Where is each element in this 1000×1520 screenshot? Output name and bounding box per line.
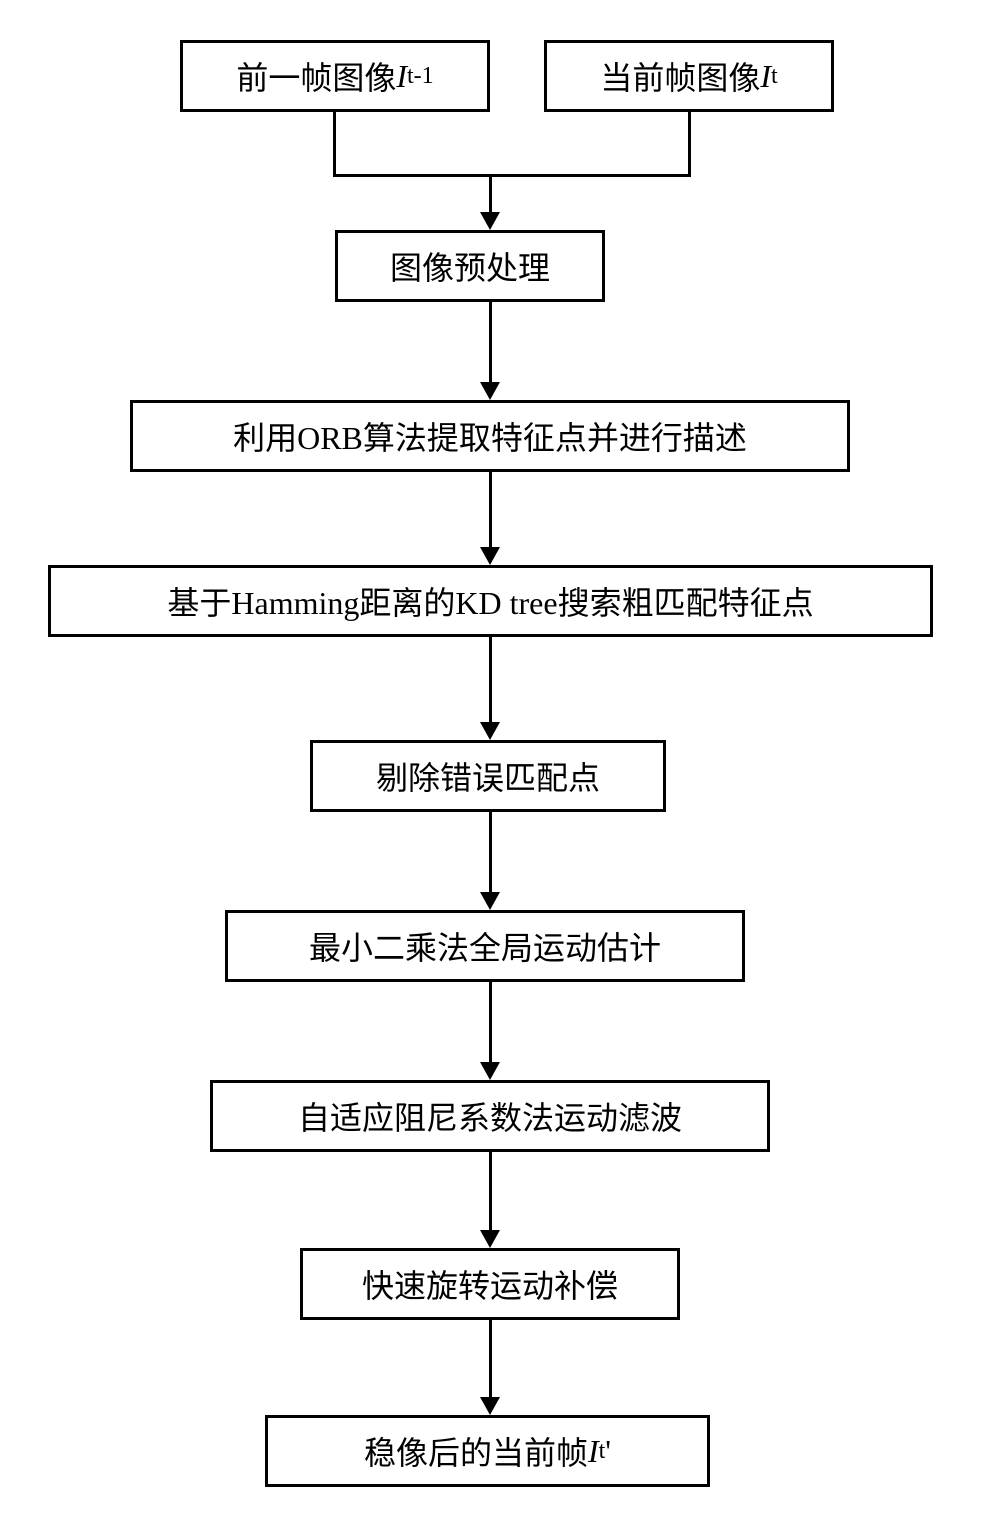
edge-line [489,982,492,1064]
node-label: 利用ORB算法提取特征点并进行描述 [233,413,747,459]
edge-line [489,637,492,724]
arrow-head-icon [480,892,500,910]
node-label: 剔除错误匹配点 [376,753,600,799]
node-kdtree: 基于Hamming距离的KD tree搜索粗匹配特征点 [48,565,933,637]
edge-line [489,302,492,384]
edge-line [489,174,691,177]
node-var: I [396,58,407,95]
node-orb: 利用ORB算法提取特征点并进行描述 [130,400,850,472]
edge-line [489,1320,492,1399]
arrow-head-icon [480,382,500,400]
edge-line [489,812,492,894]
flowchart-container: 前一帧图像It-1 当前帧图像It 图像预处理 利用ORB算法提取特征点并进行描… [0,0,1000,1520]
arrow-head-icon [480,1397,500,1415]
node-var: I [760,58,771,95]
arrow-head-icon [480,722,500,740]
node-label: 当前帧图像 [600,53,760,99]
node-sub: t [599,1438,606,1465]
node-sub: t [771,63,778,90]
edge-line [688,112,691,177]
node-label: 前一帧图像 [236,53,396,99]
edge-line [489,1152,492,1232]
node-compensate: 快速旋转运动补偿 [300,1248,680,1320]
node-lsq: 最小二乘法全局运动估计 [225,910,745,982]
node-remove: 剔除错误匹配点 [310,740,666,812]
node-output: 稳像后的当前帧It' [265,1415,710,1487]
node-sub: t-1 [407,63,434,90]
edge-line [333,174,492,177]
arrow-head-icon [480,1230,500,1248]
node-label: 快速旋转运动补偿 [362,1261,618,1307]
node-label: 图像预处理 [390,243,550,289]
node-damping: 自适应阻尼系数法运动滤波 [210,1080,770,1152]
arrow-head-icon [480,547,500,565]
edge-line [489,174,492,214]
node-input-curr: 当前帧图像It [544,40,834,112]
node-input-prev: 前一帧图像It-1 [180,40,490,112]
node-label: 基于Hamming距离的KD tree搜索粗匹配特征点 [167,578,813,624]
node-var: I [588,1433,599,1470]
node-label: 最小二乘法全局运动估计 [309,923,661,969]
node-preprocess: 图像预处理 [335,230,605,302]
edge-line [489,472,492,549]
arrow-head-icon [480,1062,500,1080]
node-label: 自适应阻尼系数法运动滤波 [298,1093,682,1139]
node-suffix: ' [605,1433,611,1470]
arrow-head-icon [480,212,500,230]
node-label: 稳像后的当前帧 [364,1428,588,1474]
edge-line [333,112,336,177]
